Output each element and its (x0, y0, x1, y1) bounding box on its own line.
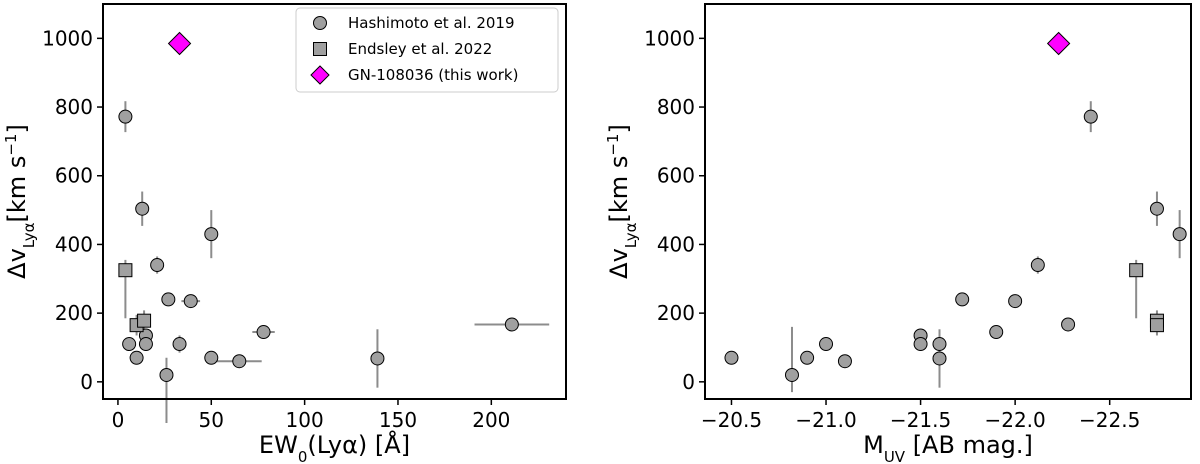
y-tick-label: 0 (682, 370, 695, 394)
x-tick-label: 100 (286, 408, 324, 432)
hashimoto-point (955, 292, 970, 307)
hashimoto-point (724, 350, 739, 365)
left-panel-ew0: 0 50 100 150 200 0 200 400 600 800 1000 EW0(Lyα) [Å… (2, 3, 567, 464)
hashimoto-point (204, 227, 219, 242)
right-panel-muv: −20.5 −21.0 −21.5 −22.0 −22.5 0 200 400 600 800 10… (604, 3, 1192, 464)
hashimoto-point (1008, 294, 1023, 309)
hashimoto-point (1030, 258, 1045, 273)
hashimoto-point (504, 317, 519, 332)
y-tick-label: 1000 (42, 26, 93, 50)
y-tick-label: 1000 (644, 26, 695, 50)
y-tick-label: 0 (80, 370, 93, 394)
x-axis-label: EW0(Lyα) [Å] (259, 430, 410, 464)
y-axis-label: ΔvLyα[km s−1] (604, 124, 640, 279)
hashimoto-point (204, 350, 219, 365)
hashimoto-point (135, 201, 150, 216)
hashimoto-point (1061, 317, 1076, 332)
hashimoto-point (819, 337, 834, 352)
x-tick-label: −21.0 (795, 408, 856, 432)
hashimoto-point (1083, 109, 1098, 124)
hashimoto-point (122, 337, 137, 352)
x-tick-label: 50 (199, 408, 224, 432)
hashimoto-point (784, 367, 799, 382)
y-tick-label: 600 (657, 164, 695, 188)
hashimoto-point (232, 354, 247, 369)
y-tick-label: 200 (657, 301, 695, 325)
y-tick-label: 400 (657, 232, 695, 256)
gn-108036-point (1046, 31, 1071, 56)
hashimoto-point (837, 354, 852, 369)
hashimoto-point (129, 350, 144, 365)
hashimoto-point (172, 337, 187, 352)
y-tick-label: 800 (55, 95, 93, 119)
hashimoto-point (118, 109, 133, 124)
x-tick-label: −20.5 (701, 408, 762, 432)
hashimoto-point (800, 350, 815, 365)
hashimoto-point (159, 367, 174, 382)
legend-circle-marker (313, 16, 327, 30)
hashimoto-point (989, 325, 1004, 340)
x-tick-label: −21.5 (890, 408, 951, 432)
x-tick-label: −22.5 (1079, 408, 1140, 432)
hashimoto-point (1149, 201, 1164, 216)
legend-label: Hashimoto et al. 2019 (348, 14, 515, 32)
x-axis-label: MUV [AB mag.] (863, 431, 1033, 464)
legend-label: Endsley et al. 2022 (348, 40, 492, 58)
endsley-point (1149, 318, 1164, 333)
legend-box (295, 7, 559, 93)
y-tick-label: 800 (657, 95, 695, 119)
y-tick-label: 400 (55, 232, 93, 256)
endsley-point (1129, 263, 1144, 278)
hashimoto-point (932, 337, 947, 352)
hashimoto-point (138, 337, 153, 352)
hashimoto-point (370, 351, 385, 366)
hashimoto-point (1172, 227, 1187, 242)
hashimoto-point (183, 294, 198, 309)
x-tick-label: 200 (472, 408, 510, 432)
legend-label: GN-108036 (this work) (348, 66, 518, 84)
plot-frame (704, 3, 1192, 400)
endsley-point (137, 313, 152, 328)
x-tick-label: −22.0 (984, 408, 1045, 432)
x-tick-label: 150 (379, 408, 417, 432)
hashimoto-point (913, 337, 928, 352)
hashimoto-point (161, 292, 176, 307)
y-tick-label: 200 (55, 301, 93, 325)
gn-108036-point (167, 31, 192, 56)
hashimoto-point (150, 258, 165, 273)
hashimoto-point (932, 351, 947, 366)
plot-frame (102, 3, 567, 400)
legend-diamond-marker (310, 65, 330, 85)
x-tick-label: 0 (112, 408, 125, 432)
y-axis-label: ΔvLyα[km s−1] (2, 124, 38, 279)
legend-square-marker (313, 42, 327, 56)
hashimoto-point (256, 325, 271, 340)
endsley-point (118, 263, 133, 278)
y-tick-label: 600 (55, 164, 93, 188)
